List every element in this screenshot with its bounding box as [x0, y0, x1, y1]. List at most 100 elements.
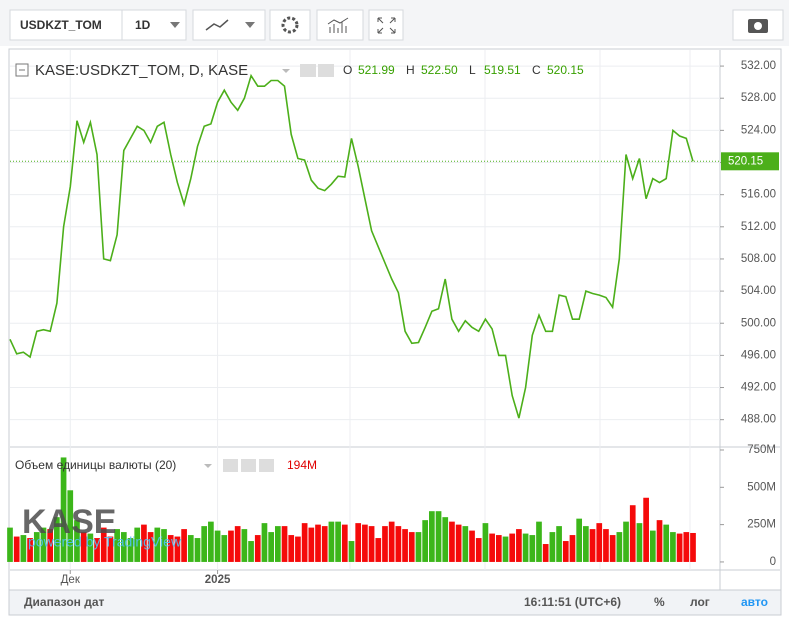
volume-bar: [676, 533, 683, 562]
volume-bar: [502, 536, 509, 562]
gear-icon: [281, 16, 299, 34]
symbol-button[interactable]: [9, 9, 123, 41]
auto-toggle[interactable]: авто: [741, 595, 768, 609]
volume-bar: [603, 529, 609, 562]
indicators-icon: [327, 17, 349, 33]
volume-last: 194M: [287, 458, 317, 472]
eye-button[interactable]: [300, 64, 316, 77]
ohlc-key: H: [406, 63, 415, 77]
volume-bar: [315, 524, 321, 562]
volume-bar: [74, 520, 80, 562]
volume-bar: [54, 517, 60, 562]
volume-bar: [161, 529, 167, 562]
log-toggle[interactable]: лог: [690, 595, 710, 609]
volume-bar: [636, 523, 643, 562]
x-tick-label: Дек: [61, 574, 81, 586]
volume-bar: [214, 530, 221, 562]
dropdown-icon: [282, 69, 290, 73]
volume-bar: [13, 536, 20, 562]
volume-bar: [107, 536, 114, 562]
volume-bar: [147, 532, 154, 562]
fullscreen-button[interactable]: [368, 9, 404, 41]
volume-bar: [556, 526, 562, 562]
volume-bar: [462, 526, 469, 562]
symbol: USDKZT_TOM: [20, 18, 102, 32]
volume-bar: [455, 524, 462, 562]
x-tick-label: 2025: [205, 574, 231, 586]
marks: [7, 73, 720, 562]
volume-bar: [656, 520, 663, 562]
volume-bar: [368, 526, 375, 562]
volume-bar: [94, 538, 100, 562]
volume-bar: [181, 529, 187, 562]
volume-bar: [208, 521, 214, 562]
volume-bar: [154, 527, 161, 562]
ohlc-key: L: [469, 63, 476, 77]
volume-bar: [375, 538, 382, 562]
volume-bar: [308, 527, 315, 562]
volume-bar: [7, 527, 13, 562]
volume-bar: [261, 523, 268, 562]
volume-bar: [60, 457, 67, 562]
volume-bar: [516, 529, 522, 562]
volume-bar: [20, 535, 27, 562]
y-tick-label: 0: [770, 556, 776, 568]
volume-bar: [120, 532, 127, 562]
volume-bar: [174, 536, 181, 562]
ohlc-key: C: [532, 63, 541, 77]
volume-bar: [643, 497, 649, 562]
volume-bar: [429, 511, 435, 562]
legend-title: KASE:USDKZT_TOM, D, KASE: [35, 62, 248, 79]
y-tick-label: 500.00: [741, 317, 776, 329]
volume-bar: [542, 544, 549, 562]
volume-bar: [100, 527, 107, 562]
y-tick-label: 500M: [747, 481, 776, 493]
volume-bar: [134, 527, 141, 562]
volume-bar: [623, 521, 629, 562]
volume-bar: [683, 532, 690, 562]
indicators-button[interactable]: [316, 9, 364, 41]
clock: 16:11:51 (UTC+6): [524, 595, 621, 609]
percent-toggle[interactable]: %: [654, 595, 665, 609]
ohlc-value: 519.51: [484, 63, 521, 77]
volume-bar: [33, 532, 40, 562]
volume-bar: [127, 538, 134, 562]
watermark-logo: KASE: [22, 503, 116, 541]
settings-button[interactable]: [269, 9, 311, 41]
dropdown-icon: [204, 464, 212, 468]
volume-bar: [288, 535, 295, 562]
volume-bar: [495, 535, 502, 562]
eye-button[interactable]: [223, 459, 238, 472]
volume-bar: [40, 527, 47, 562]
settings-button[interactable]: [318, 64, 334, 77]
date-range[interactable]: Диапазон дат: [24, 595, 105, 609]
volume-bar: [194, 538, 201, 562]
settings-button[interactable]: [241, 459, 256, 472]
y-tick-label: 532.00: [741, 60, 776, 72]
volume-bar: [469, 530, 475, 562]
volume-bar: [596, 523, 603, 562]
grid: [10, 50, 720, 570]
volume-bar: [549, 532, 556, 562]
volume-bar: [663, 524, 670, 562]
style-button[interactable]: [192, 9, 266, 41]
volume-bar: [187, 535, 194, 562]
y-tick-label: 508.00: [741, 253, 776, 265]
volume-bar: [27, 538, 33, 562]
volume-bar: [234, 526, 241, 562]
volume-bar: [362, 524, 368, 562]
footer: [8, 589, 782, 616]
volume-bar: [402, 529, 408, 562]
volume-bar: [649, 530, 656, 562]
volume-bar: [589, 529, 596, 562]
close-button[interactable]: [259, 459, 274, 472]
volume-bar: [248, 541, 254, 562]
volume-bar: [583, 526, 589, 562]
volume-bar: [301, 523, 308, 562]
volume-bar: [355, 523, 362, 562]
volume-bar: [80, 532, 87, 562]
y-tick-label: 250M: [747, 519, 776, 531]
last-price-label: 520.15: [728, 155, 763, 167]
volume-bar: [228, 530, 234, 562]
volume-bar: [221, 535, 228, 562]
